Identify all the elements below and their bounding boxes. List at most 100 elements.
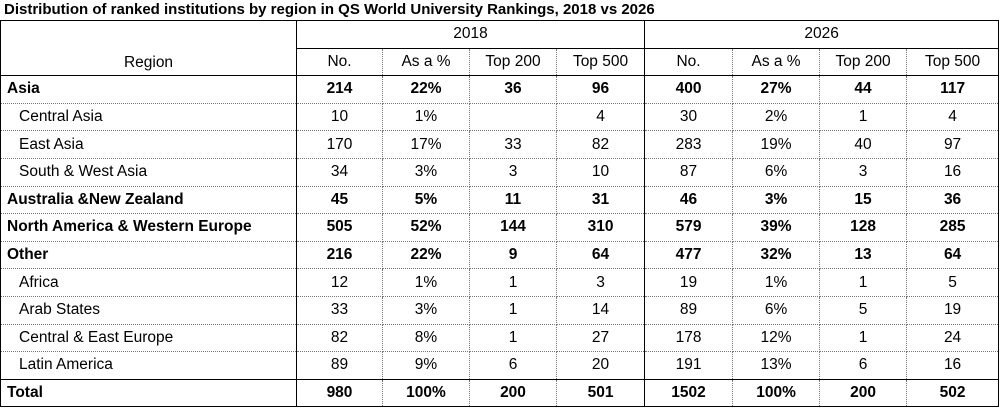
- region-cell: Asia: [0, 75, 297, 104]
- top200-2026-cell: 1: [819, 268, 908, 297]
- table-row: North America & Western Europe 505 52% 144 3…: [0, 213, 1000, 242]
- table-row: South & West Asia 34 3% 3 10 87 6% 3 16: [0, 157, 1000, 187]
- percent-2026-cell: 19%: [732, 130, 821, 159]
- percent-2026-cell: 1%: [732, 268, 821, 297]
- top500-2026-cell: 285: [906, 213, 1000, 242]
- top500-2018-cell: 4: [555, 102, 646, 132]
- top200-2026-cell: 15: [819, 185, 908, 215]
- region-column-header: Region: [0, 19, 297, 77]
- no-2018-cell: 214: [296, 75, 383, 104]
- top500-2026-cell: 19: [906, 295, 1000, 325]
- top200-2026-cell: 1: [819, 102, 908, 132]
- region-cell: South & West Asia: [0, 157, 297, 187]
- total-row: Total 980 100% 200 501 1502 100% 200 502: [0, 378, 1000, 408]
- top200-2018-cell: 1: [469, 268, 557, 297]
- top200-2018-cell: 11: [469, 185, 557, 215]
- no-2018-cell: 505: [296, 213, 383, 242]
- column-header-row: No. As a % Top 200 Top 500 No. As a % To…: [1, 47, 1000, 77]
- no-2026-cell: 87: [644, 157, 734, 187]
- percent-2026-cell: 39%: [732, 213, 821, 242]
- top500-2018-cell: 31: [555, 185, 646, 215]
- percent-2018-cell: 1%: [382, 102, 470, 132]
- percent-2018-cell: 100%: [382, 378, 470, 408]
- top200-2026-cell: 1: [819, 323, 908, 353]
- top200-2018-cell: [469, 102, 557, 132]
- year-header-2026: 2026: [644, 20, 1000, 49]
- no-2026-cell: 283: [644, 130, 734, 159]
- col-header-top200-2026: Top 200: [819, 47, 908, 77]
- no-2018-cell: 12: [296, 268, 383, 297]
- top200-2018-cell: 200: [469, 378, 557, 408]
- percent-2018-cell: 22%: [382, 240, 470, 270]
- top500-2018-cell: 64: [555, 240, 646, 270]
- top500-2018-cell: 20: [555, 351, 646, 380]
- top500-2026-cell: 16: [906, 351, 1000, 380]
- no-2018-cell: 89: [296, 351, 383, 380]
- top500-2026-cell: 97: [906, 130, 1000, 159]
- percent-2026-cell: 3%: [732, 185, 821, 215]
- top200-2026-cell: 5: [819, 295, 908, 325]
- col-header-top500-2018: Top 500: [555, 47, 646, 77]
- table-row: Latin America 89 9% 6 20 191 13% 6 16: [0, 351, 1000, 380]
- top200-2018-cell: 33: [469, 130, 557, 159]
- region-distribution-table: Region 2018 2026 No. As a % Top 200 Top …: [0, 19, 1000, 408]
- col-header-no-2018: No.: [296, 47, 383, 77]
- top200-2026-cell: 3: [819, 157, 908, 187]
- col-header-top200-2018: Top 200: [469, 47, 557, 77]
- no-2026-cell: 46: [644, 185, 734, 215]
- percent-2026-cell: 2%: [732, 102, 821, 132]
- col-header-no-2026: No.: [644, 47, 734, 77]
- percent-2026-cell: 27%: [732, 75, 821, 104]
- top500-2026-cell: 16: [906, 157, 1000, 187]
- top500-2026-cell: 36: [906, 185, 1000, 215]
- top500-2018-cell: 96: [555, 75, 646, 104]
- top200-2026-cell: 44: [819, 75, 908, 104]
- top200-2026-cell: 200: [819, 378, 908, 408]
- percent-2026-cell: 6%: [732, 157, 821, 187]
- top200-2026-cell: 40: [819, 130, 908, 159]
- percent-2026-cell: 32%: [732, 240, 821, 270]
- no-2018-cell: 45: [296, 185, 383, 215]
- year-header-row: Region 2018 2026: [0, 19, 1000, 77]
- no-2018-cell: 170: [296, 130, 383, 159]
- percent-2018-cell: 3%: [382, 295, 470, 325]
- top200-2018-cell: 1: [469, 295, 557, 325]
- top200-2018-cell: 1: [469, 323, 557, 353]
- region-cell: Central & East Europe: [0, 323, 297, 353]
- region-cell: Latin America: [0, 351, 297, 380]
- percent-2018-cell: 9%: [382, 351, 470, 380]
- top200-2018-cell: 3: [469, 157, 557, 187]
- table-row: Central Asia 10 1% 4 30 2% 1 4: [0, 102, 1000, 132]
- top500-2018-cell: 3: [555, 268, 646, 297]
- region-cell: East Asia: [0, 130, 297, 159]
- col-header-percent-2018: As a %: [382, 47, 470, 77]
- col-header-top500-2026: Top 500: [906, 47, 1000, 77]
- region-cell: Central Asia: [0, 102, 297, 132]
- top200-2026-cell: 6: [819, 351, 908, 380]
- region-cell: Total: [0, 378, 297, 408]
- no-2018-cell: 34: [296, 157, 383, 187]
- percent-2018-cell: 3%: [382, 157, 470, 187]
- no-2018-cell: 33: [296, 295, 383, 325]
- percent-2018-cell: 17%: [382, 130, 470, 159]
- percent-2026-cell: 100%: [732, 378, 821, 408]
- top500-2018-cell: 27: [555, 323, 646, 353]
- region-cell: Africa: [0, 268, 297, 297]
- top500-2026-cell: 64: [906, 240, 1000, 270]
- top200-2018-cell: 6: [469, 351, 557, 380]
- top200-2018-cell: 36: [469, 75, 557, 104]
- top500-2018-cell: 10: [555, 157, 646, 187]
- top500-2026-cell: 5: [906, 268, 1000, 297]
- no-2018-cell: 980: [296, 378, 383, 408]
- no-2026-cell: 579: [644, 213, 734, 242]
- table-row: Central & East Europe 82 8% 1 27 178 12% 1 24: [0, 323, 1000, 353]
- no-2026-cell: 89: [644, 295, 734, 325]
- top500-2018-cell: 310: [555, 213, 646, 242]
- table-row: Australia &New Zealand 45 5% 11 31 46 3% 15 36: [0, 185, 1000, 215]
- no-2026-cell: 178: [644, 323, 734, 353]
- no-2026-cell: 30: [644, 102, 734, 132]
- percent-2018-cell: 5%: [382, 185, 470, 215]
- top500-2026-cell: 4: [906, 102, 1000, 132]
- year-header-2018: 2018: [295, 20, 646, 49]
- top200-2026-cell: 128: [819, 213, 908, 242]
